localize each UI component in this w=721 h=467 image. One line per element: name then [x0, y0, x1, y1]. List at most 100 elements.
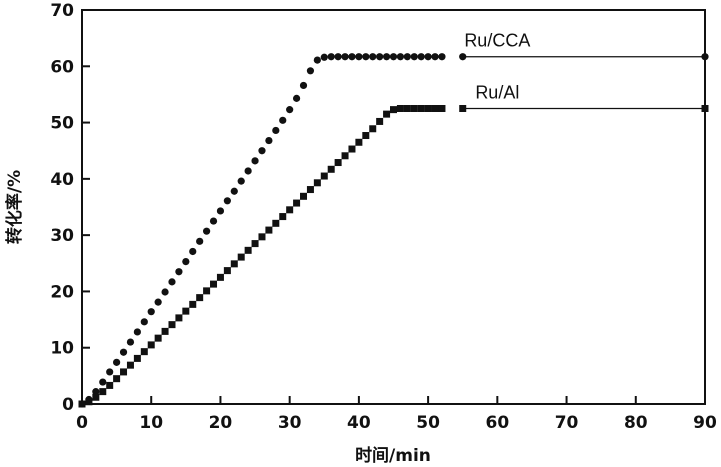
data-point [147, 308, 155, 316]
data-point [369, 53, 377, 61]
data-point [396, 53, 405, 61]
data-point [182, 257, 190, 266]
data-point [362, 53, 370, 61]
data-point [237, 253, 245, 261]
data-point [279, 116, 287, 124]
data-point [209, 217, 218, 225]
data-point [355, 138, 363, 146]
y-tick-label: 40 [50, 170, 74, 190]
data-point [126, 361, 134, 369]
data-point [147, 341, 155, 349]
data-point [293, 199, 301, 207]
data-point [99, 388, 107, 396]
x-tick-label: 10 [139, 413, 163, 433]
y-tick-label: 30 [50, 226, 74, 246]
data-point [251, 240, 259, 248]
data-point [410, 53, 418, 61]
data-point [306, 186, 314, 194]
y-axis-ticks: 0 10 20 30 40 50 60 70 [50, 1, 90, 415]
data-point [320, 53, 328, 61]
data-point [106, 368, 114, 376]
y-tick-label: 60 [50, 57, 74, 77]
data-point [424, 53, 432, 61]
y-axis-title: 转化率/% [4, 170, 25, 244]
x-tick-label: 70 [555, 413, 579, 433]
data-point [299, 81, 308, 90]
data-point [182, 307, 190, 315]
data-point [272, 126, 280, 135]
data-point [258, 147, 266, 155]
data-point [78, 400, 86, 408]
data-point [203, 227, 211, 235]
data-point [168, 321, 176, 329]
data-point [189, 300, 197, 308]
x-tick-label: 0 [76, 413, 88, 433]
data-point [113, 358, 121, 366]
x-tick-label: 90 [693, 413, 717, 433]
x-tick-label: 20 [209, 413, 233, 433]
data-point [133, 354, 141, 362]
data-point [438, 53, 446, 61]
data-point [154, 334, 162, 342]
data-point [251, 157, 259, 165]
data-point [265, 226, 273, 234]
data-point [161, 327, 169, 335]
x-axis-ticks: 0 10 20 30 40 50 60 70 80 90 [76, 396, 717, 433]
data-point [403, 105, 411, 112]
data-point [334, 159, 342, 167]
series-connector-lines [462, 56, 705, 110]
x-axis-title: 时间/min [355, 445, 431, 466]
data-point [113, 375, 121, 383]
data-point [216, 207, 225, 215]
data-point [320, 172, 328, 180]
data-point [459, 105, 467, 112]
data-point [389, 53, 398, 61]
x-tick-label: 60 [485, 413, 509, 433]
x-tick-label: 40 [347, 413, 371, 433]
data-point [126, 338, 135, 346]
data-point [189, 247, 197, 256]
data-point [362, 132, 370, 140]
data-point [438, 105, 446, 112]
data-point [417, 53, 425, 61]
data-point [390, 106, 397, 114]
data-point [286, 206, 294, 214]
data-point [161, 288, 169, 296]
data-point [244, 246, 252, 254]
data-point [396, 105, 404, 112]
data-point [313, 56, 321, 64]
data-point [369, 125, 377, 133]
data-point [223, 197, 231, 205]
series-labels: Ru/CCA Ru/Al [464, 31, 530, 103]
data-point [168, 278, 176, 286]
y-tick-label: 50 [50, 114, 74, 134]
data-point [196, 237, 204, 245]
data-point [403, 53, 411, 61]
data-point [431, 53, 439, 61]
x-tick-label: 80 [624, 413, 648, 433]
data-point [196, 294, 204, 302]
data-point [223, 267, 231, 275]
data-point [175, 268, 183, 276]
data-point [106, 381, 114, 389]
series-label: Ru/Al [475, 83, 519, 103]
data-point [119, 348, 128, 356]
data-point [341, 53, 349, 61]
plot-frame [81, 9, 706, 405]
data-point [382, 53, 391, 61]
y-tick-label: 10 [50, 339, 74, 359]
data-point [154, 298, 162, 306]
data-point [334, 53, 342, 61]
data-point [92, 393, 100, 401]
data-point [92, 388, 100, 396]
data-point [286, 106, 294, 114]
series-label: Ru/CCA [464, 31, 530, 51]
data-point [327, 53, 335, 61]
data-point [355, 53, 363, 61]
data-point [272, 219, 280, 227]
data-point [258, 233, 266, 241]
data-point [292, 94, 301, 102]
data-point [300, 192, 308, 200]
data-point [327, 165, 335, 173]
